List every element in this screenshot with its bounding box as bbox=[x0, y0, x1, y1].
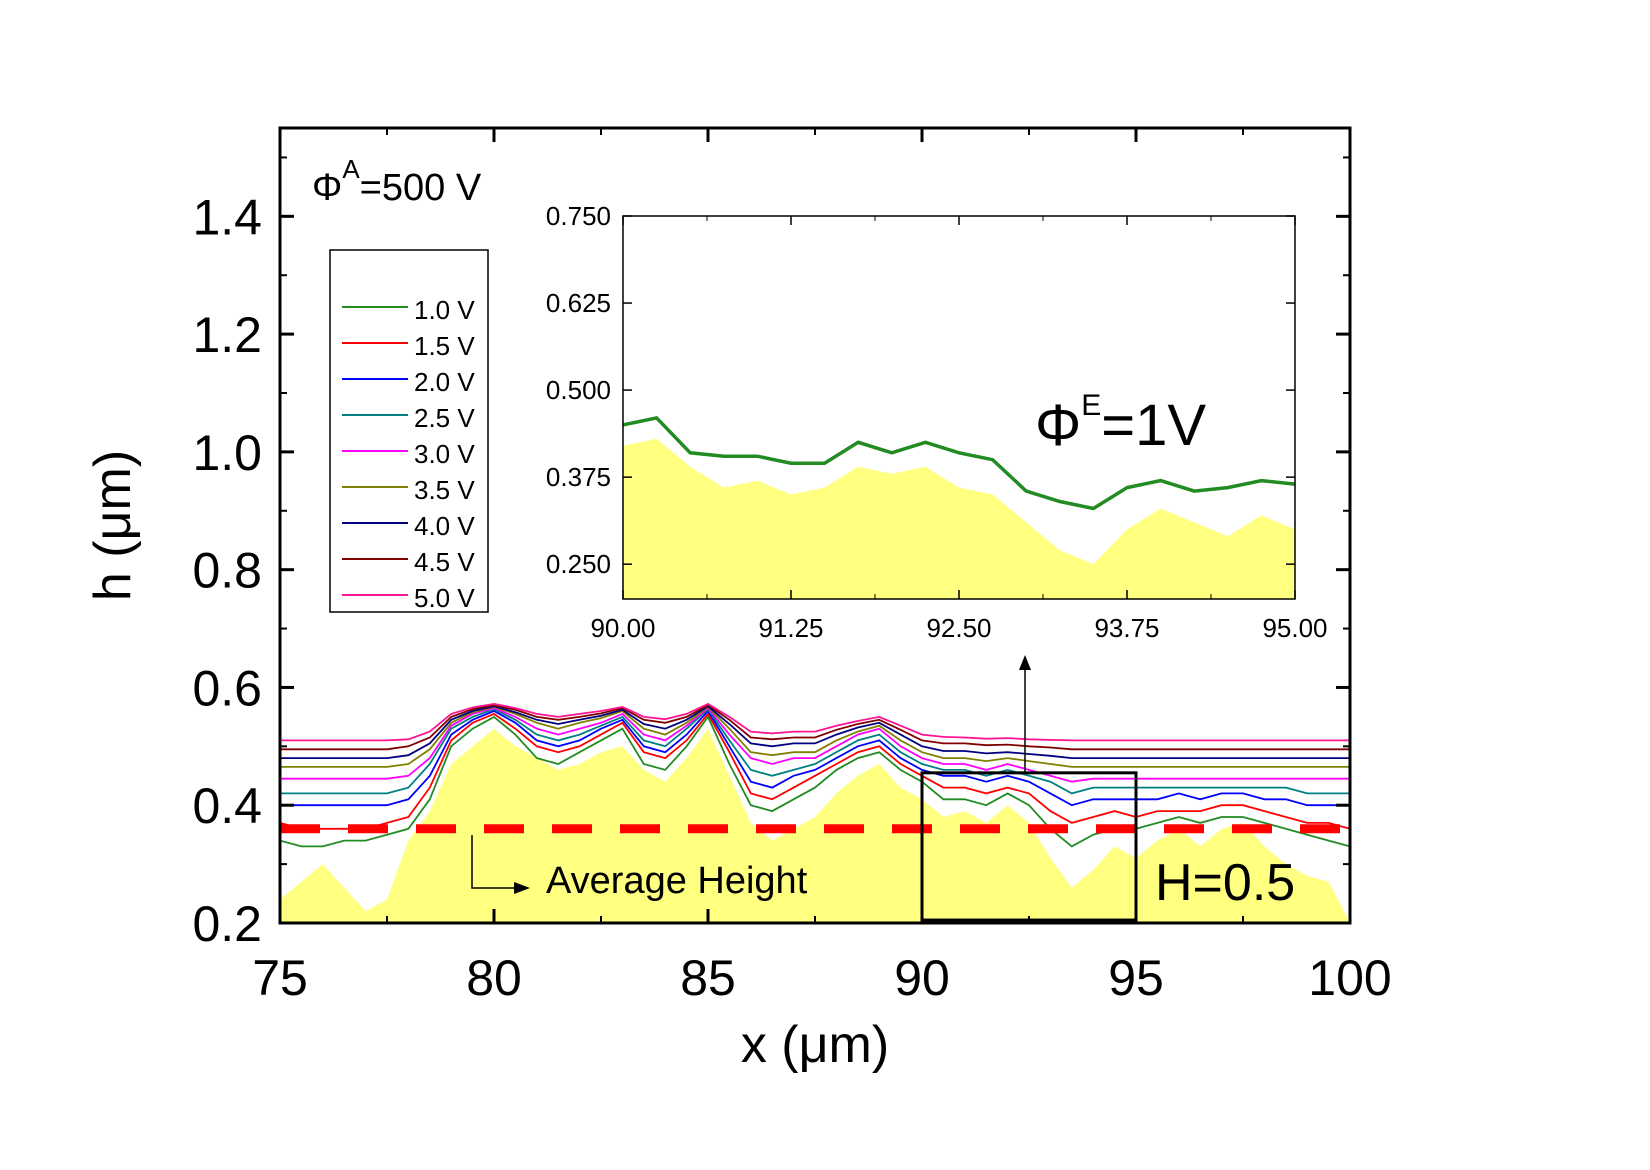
series-line-35V bbox=[280, 705, 1350, 768]
inset-y-tick-label: 0.750 bbox=[546, 201, 611, 231]
average-height-label: Average Height bbox=[546, 860, 808, 902]
inset-x-tick-label: 91.25 bbox=[758, 613, 823, 643]
legend-label: 1.5 V bbox=[414, 331, 475, 361]
phi-a-annotation-value: =500 V bbox=[360, 167, 482, 209]
legend-label: 5.0 V bbox=[414, 583, 475, 613]
series-line-45V bbox=[280, 704, 1350, 751]
inset-series-line bbox=[623, 415, 1295, 511]
x-tick-label: 100 bbox=[1308, 950, 1391, 1006]
x-tick-label: 95 bbox=[1108, 950, 1164, 1006]
phi-a-annotation-superscript: A bbox=[342, 154, 360, 184]
inset-plot: 90.00 91.25 92.50 93.75 95.00 0.250 0.375 0.500… bbox=[546, 201, 1328, 643]
inset-x-tick-label: 92.50 bbox=[926, 613, 991, 643]
x-tick-label: 80 bbox=[466, 950, 522, 1006]
phi-e-annotation: ΦE=1V bbox=[1035, 389, 1206, 458]
phi-e-annotation-symbol: Φ bbox=[1035, 393, 1081, 458]
y-tick-label: 0.6 bbox=[192, 660, 262, 716]
y-axis-title: h (μm) bbox=[84, 450, 142, 601]
legend-label: 3.5 V bbox=[414, 475, 475, 505]
legend-label: 2.5 V bbox=[414, 403, 475, 433]
average-height-arrowhead bbox=[514, 882, 530, 894]
main-plot: 75 80 85 90 95 100 0.2 0.4 0.6 0.8 1.0 1.2 1.4 x (μm)… bbox=[84, 126, 1392, 1074]
main-plot-area bbox=[280, 702, 1350, 923]
legend-label: 4.5 V bbox=[414, 547, 475, 577]
x-tick-label: 75 bbox=[252, 950, 308, 1006]
inset-x-tick-label: 93.75 bbox=[1094, 613, 1159, 643]
average-height-arrow bbox=[471, 835, 515, 889]
inset-plot-area bbox=[623, 415, 1295, 599]
inset-x-tick-label: 90.00 bbox=[590, 613, 655, 643]
series-line-20V bbox=[280, 709, 1350, 807]
series-line-10V bbox=[280, 715, 1350, 848]
y-tick-label: 1.4 bbox=[192, 189, 262, 245]
legend-box bbox=[329, 249, 489, 613]
phi-a-annotation: ΦA=500 V bbox=[312, 154, 482, 209]
legend-label: 1.0 V bbox=[414, 295, 475, 325]
series-line-50V bbox=[280, 702, 1350, 742]
y-tick-label: 1.2 bbox=[192, 307, 262, 363]
phi-e-annotation-superscript: E bbox=[1081, 389, 1101, 422]
inset-substrate-area bbox=[623, 438, 1295, 599]
x-axis-title: x (μm) bbox=[741, 1016, 889, 1074]
y-tick-label: 1.0 bbox=[192, 425, 262, 481]
inset-y-tick-label: 0.500 bbox=[546, 375, 611, 405]
h-label: H=0.5 bbox=[1155, 854, 1295, 912]
phi-e-annotation-value: =1V bbox=[1101, 393, 1206, 458]
legend-label: 3.0 V bbox=[414, 439, 475, 469]
inset-y-tick-label: 0.625 bbox=[546, 288, 611, 318]
zoom-arrowhead bbox=[1019, 655, 1031, 670]
inset-y-tick-label: 0.375 bbox=[546, 462, 611, 492]
legend: 1.0 V 1.5 V 2.0 V 2.5 V 3.0 V 3.5 V 4.0 V 4.5 V… bbox=[329, 249, 489, 613]
phi-a-annotation-symbol: Φ bbox=[312, 167, 342, 209]
x-tick-label: 85 bbox=[680, 950, 736, 1006]
series-line-15V bbox=[280, 712, 1350, 830]
y-tick-label: 0.4 bbox=[192, 778, 262, 834]
series-line-30V bbox=[280, 706, 1350, 783]
series-line-40V bbox=[280, 705, 1350, 759]
series-line-25V bbox=[280, 707, 1350, 795]
substrate-area bbox=[280, 728, 1350, 923]
y-tick-label: 0.8 bbox=[192, 543, 262, 599]
legend-label: 4.0 V bbox=[414, 511, 475, 541]
y-tick-label: 0.2 bbox=[192, 896, 262, 952]
legend-label: 2.0 V bbox=[414, 367, 475, 397]
inset-x-tick-label: 95.00 bbox=[1262, 613, 1327, 643]
inset-y-tick-label: 0.250 bbox=[546, 549, 611, 579]
x-tick-label: 90 bbox=[894, 950, 950, 1006]
